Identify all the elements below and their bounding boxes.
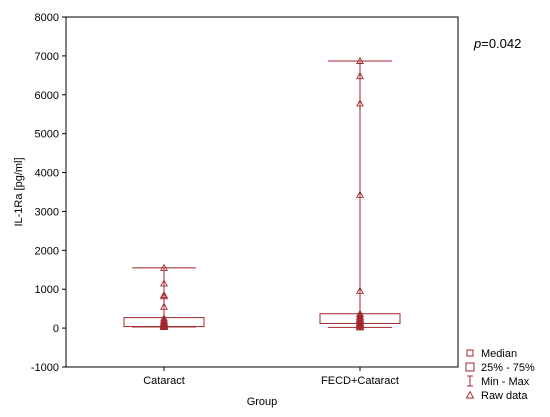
legend: Median 25% - 75% Min - Max Raw data xyxy=(465,348,535,402)
legend-median-icon xyxy=(466,349,474,357)
y-tick-label: 4000 xyxy=(35,168,59,180)
p-value-annotation: p=0.042 xyxy=(473,36,521,51)
raw-data-point xyxy=(160,292,168,300)
raw-data-point xyxy=(356,56,364,64)
y-tick-label: 1000 xyxy=(35,284,59,296)
x-axis: Cataract FECD+Cataract xyxy=(143,367,399,387)
legend-label: Median xyxy=(481,348,517,360)
legend-label: Raw data xyxy=(481,390,528,402)
p-value-number: =0.042 xyxy=(481,36,521,51)
raw-data-point xyxy=(160,302,168,310)
y-tick-label: 7000 xyxy=(35,51,59,63)
y-tick-label: 0 xyxy=(53,323,59,335)
legend-triangle-icon xyxy=(465,390,475,399)
box-series xyxy=(123,56,401,331)
raw-data-point xyxy=(356,323,364,331)
plot-area xyxy=(65,16,459,368)
x-tick-label: Cataract xyxy=(143,375,185,387)
y-tick-label: 3000 xyxy=(35,206,59,218)
y-tick-label: 8000 xyxy=(35,12,59,24)
legend-label: 25% - 75% xyxy=(481,362,535,374)
y-axis: -1000 0 1000 2000 3000 4000 5000 6000 7000 8000 xyxy=(31,12,66,374)
p-value-symbol: p xyxy=(473,36,481,51)
y-tick-label: 5000 xyxy=(35,129,59,141)
legend-label: Min - Max xyxy=(481,376,530,388)
legend-box-icon xyxy=(465,362,475,372)
y-axis-label: IL-1Ra [pg/ml] xyxy=(13,157,25,226)
y-tick-label: 2000 xyxy=(35,245,59,257)
raw-data-point xyxy=(356,71,364,80)
raw-data-point xyxy=(160,322,168,330)
raw-data-point xyxy=(356,190,364,198)
y-tick-label: -1000 xyxy=(31,362,59,374)
raw-data-point xyxy=(356,286,364,294)
raw-data-point xyxy=(160,290,168,299)
x-tick-label: FECD+Cataract xyxy=(321,375,399,387)
raw-data-point xyxy=(356,99,364,107)
raw-data-point xyxy=(160,279,168,287)
x-axis-label: Group xyxy=(247,396,278,408)
y-tick-label: 6000 xyxy=(35,90,59,102)
raw-data-point xyxy=(160,263,168,271)
